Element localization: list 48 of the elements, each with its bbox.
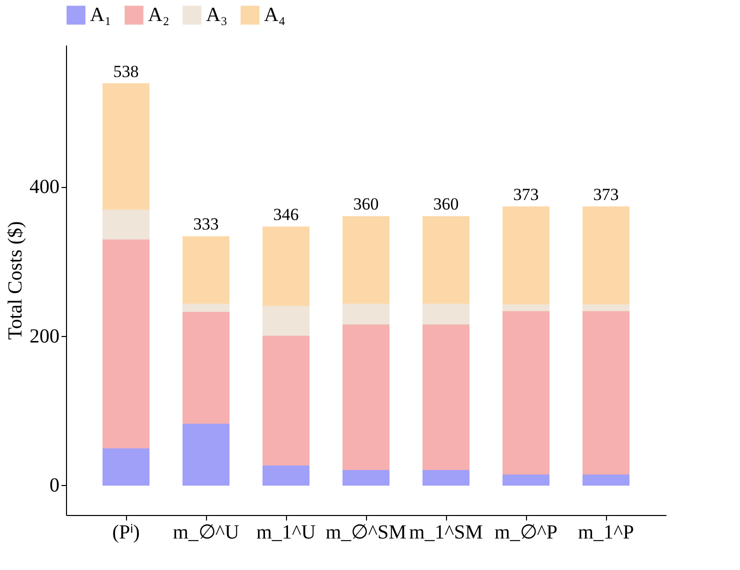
- x-tick-label: m_∅^SM: [326, 522, 407, 544]
- x-tick-label: m_1^U: [256, 522, 316, 544]
- total-label: 373: [593, 184, 619, 204]
- bar: [342, 302, 390, 325]
- legend-label: A₁: [90, 4, 112, 26]
- bar: [342, 216, 390, 304]
- total-label: 360: [353, 194, 379, 214]
- bar: [502, 310, 550, 474]
- bar: [582, 206, 630, 304]
- y-tick-label: 400: [30, 176, 60, 198]
- x-tick-label: m_1^SM: [409, 522, 484, 544]
- bar: [422, 302, 470, 325]
- bar: [422, 324, 470, 470]
- x-tick-label: m_∅^U: [172, 522, 240, 544]
- bar: [102, 208, 150, 240]
- total-label: 346: [273, 205, 299, 224]
- bar: [182, 302, 230, 312]
- bar: [582, 310, 630, 474]
- bar: [502, 473, 550, 486]
- bar: [182, 422, 230, 486]
- total-label: 538: [113, 62, 139, 81]
- bar: [262, 226, 310, 306]
- bar: [262, 464, 310, 486]
- total-label: 360: [433, 194, 459, 214]
- bar: [102, 238, 150, 448]
- x-tick-label: m_∅^P: [494, 522, 558, 544]
- bar: [262, 304, 310, 336]
- bar: [182, 236, 230, 304]
- y-tick-label: 200: [30, 325, 60, 348]
- bar: [502, 206, 550, 304]
- bar: [422, 216, 470, 304]
- y-tick-label: 0: [50, 474, 60, 497]
- bar: [102, 447, 150, 486]
- y-axis-title: Total Costs ($): [4, 221, 26, 340]
- legend-label: A₄: [264, 4, 286, 26]
- bar: [182, 310, 230, 424]
- bar: [582, 473, 630, 486]
- legend-label: A₂: [148, 4, 170, 26]
- bar: [342, 324, 390, 470]
- x-tick-label: (Pⁱ): [112, 522, 140, 544]
- legend-label: A₃: [206, 4, 228, 26]
- total-label: 373: [513, 184, 539, 204]
- bar: [422, 468, 470, 486]
- bar: [342, 468, 390, 486]
- bar: [262, 334, 310, 466]
- bar: [102, 83, 150, 210]
- x-tick-label: m_1^P: [578, 522, 634, 544]
- total-label: 333: [193, 214, 219, 234]
